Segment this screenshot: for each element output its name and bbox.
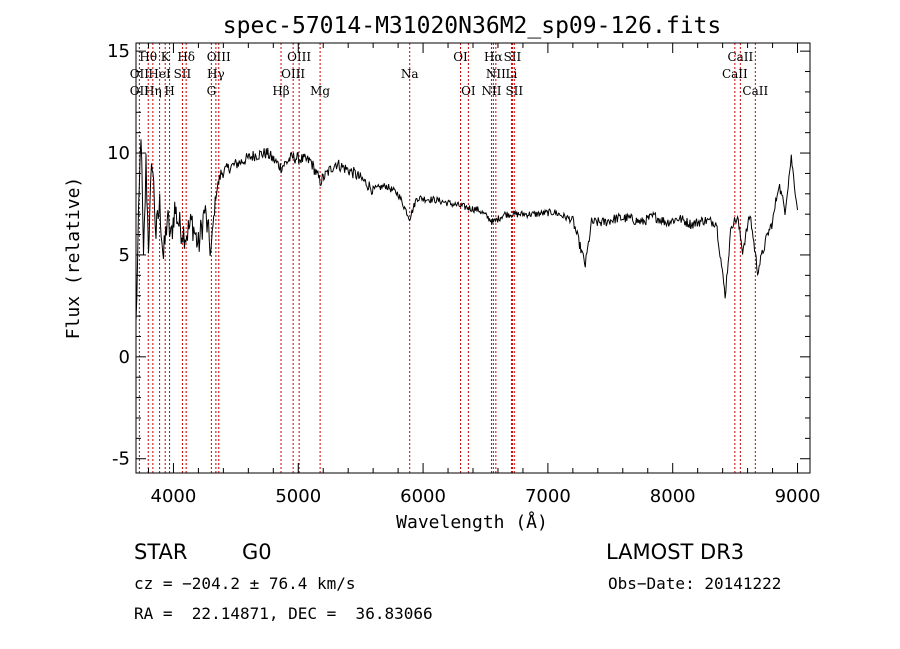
line-label: OI <box>461 84 476 98</box>
line-label: OII <box>130 84 150 98</box>
line-label: OII <box>130 67 150 81</box>
spectrum-series <box>135 139 798 322</box>
y-tick-label: -5 <box>112 449 130 470</box>
line-label: OIII <box>281 67 305 81</box>
observation-date: Obs−Date: 20141222 <box>608 574 782 593</box>
line-label: OIII <box>207 50 231 64</box>
line-label: G <box>207 84 217 98</box>
line-label: H <box>164 84 174 98</box>
line-label: Hθ <box>139 50 157 64</box>
line-label: Li <box>506 67 518 81</box>
coordinates: RA = 22.14871, DEC = 36.83066 <box>134 604 433 623</box>
line-label: SII <box>504 50 522 64</box>
x-axis-label: Wavelength (Å) <box>396 511 548 533</box>
object-class: STAR <box>134 540 188 564</box>
y-tick-label: 15 <box>107 41 130 62</box>
line-label: Hγ <box>207 67 225 81</box>
line-label: Hη <box>144 84 162 98</box>
line-label: CaII <box>727 50 753 64</box>
y-tick-label: 5 <box>119 245 130 266</box>
line-label: OI <box>453 50 468 64</box>
line-label: Hβ <box>272 84 289 98</box>
line-label: Na <box>401 67 419 81</box>
redshift-cz: cz = −204.2 ± 76.4 km/s <box>134 574 356 593</box>
line-label: HeI <box>148 67 171 81</box>
object-subclass: G0 <box>242 540 272 564</box>
line-label: OIII <box>287 50 311 64</box>
line-label: SII <box>174 67 192 81</box>
line-label: NII <box>481 84 501 98</box>
plot-frame <box>135 42 811 474</box>
spectral-line-markers <box>138 43 756 473</box>
line-label: CaII <box>722 67 748 81</box>
line-label: CaII <box>742 84 768 98</box>
line-label: Hδ <box>177 50 195 64</box>
x-tick-label: 7000 <box>525 486 571 507</box>
y-tick-label: 0 <box>119 347 130 368</box>
line-label: Mg <box>310 84 330 98</box>
line-label: K <box>161 50 171 64</box>
line-label: Hα <box>484 50 503 64</box>
chart-title: spec-57014-M31020N36M2_sp09-126.fits <box>223 13 722 39</box>
spectrum-line <box>135 139 798 322</box>
line-label: SII <box>505 84 523 98</box>
x-tick-label: 5000 <box>275 486 321 507</box>
survey-name: LAMOST DR3 <box>606 540 745 564</box>
axes: 4000 5000 6000 7000 8000 9000 -5 0 5 10 15 <box>107 41 820 507</box>
x-tick-label: 6000 <box>400 486 446 507</box>
x-tick-label: 4000 <box>151 486 197 507</box>
y-axis-label: Flux (relative) <box>63 177 84 340</box>
line-label: NII <box>486 67 506 81</box>
y-tick-label: 10 <box>107 143 130 164</box>
x-tick-label: 9000 <box>775 486 821 507</box>
x-tick-label: 8000 <box>650 486 696 507</box>
